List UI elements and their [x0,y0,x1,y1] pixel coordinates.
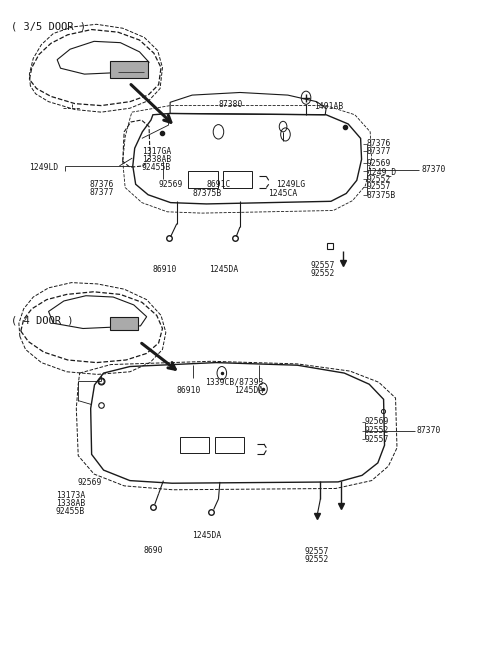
Text: 92557: 92557 [367,183,391,191]
Text: 87376: 87376 [89,180,114,189]
Text: 87377: 87377 [367,147,391,156]
Text: 8690: 8690 [144,545,163,555]
Text: 87370: 87370 [422,166,446,174]
Text: 1245DA: 1245DA [192,530,221,539]
Text: 87375B: 87375B [367,191,396,200]
Text: 1317GA: 1317GA [142,147,171,156]
Text: 87377: 87377 [89,188,114,196]
Text: 1249LD: 1249LD [29,164,59,172]
Text: 1249LG: 1249LG [276,180,305,189]
Text: 86910: 86910 [177,386,201,395]
Text: 92557: 92557 [311,261,335,270]
Text: 1245DA: 1245DA [209,265,239,274]
Bar [215,437,244,453]
Bar [188,171,218,188]
Text: 1245CA: 1245CA [268,189,297,198]
Text: 86910: 86910 [153,265,177,274]
Text: 1338AB: 1338AB [142,155,171,164]
Text: 92569: 92569 [158,180,183,189]
Text: 92455B: 92455B [56,507,85,516]
Text: 92455B: 92455B [142,163,171,171]
Bar [223,171,252,188]
Text: 92569: 92569 [364,417,389,426]
Text: 1339CB/87393: 1339CB/87393 [205,378,264,387]
Bar [110,317,138,330]
Text: ( 3/5 DOOR ): ( 3/5 DOOR ) [11,22,86,32]
Text: 92552: 92552 [367,175,391,183]
Text: 13173A: 13173A [56,491,85,500]
Bar [180,437,209,453]
Text: 92557: 92557 [304,547,328,556]
Text: ( 4 DOOR ): ( 4 DOOR ) [11,315,74,326]
Text: 87375B: 87375B [192,189,221,198]
Text: 1338AB: 1338AB [56,499,85,508]
Text: 92569: 92569 [367,159,391,168]
Text: 1245DA: 1245DA [234,386,264,395]
Text: 92569: 92569 [77,478,102,487]
Text: 92552: 92552 [364,426,389,436]
Text: 92552: 92552 [311,269,335,278]
Text: 92557: 92557 [364,435,389,443]
Text: 8691C: 8691C [206,180,231,189]
Text: 87370: 87370 [416,426,441,436]
Text: 87376: 87376 [367,139,391,148]
Text: 1491AB: 1491AB [314,102,343,112]
Bar [110,61,148,78]
Text: 87380: 87380 [218,100,243,109]
Text: 1249_D: 1249_D [367,167,396,175]
Text: 92552: 92552 [304,555,328,564]
